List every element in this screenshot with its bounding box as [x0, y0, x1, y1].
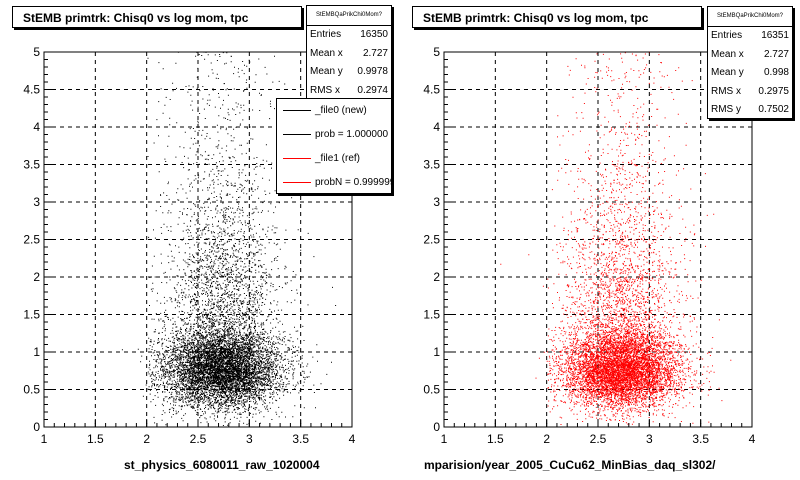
legend-entry: _file0 (new)	[277, 99, 391, 123]
y-tick-label: 2	[433, 270, 440, 284]
legend-swatch	[283, 158, 311, 159]
y-tick-label: 4.5	[23, 83, 40, 97]
x-tick-label: 1.5	[87, 432, 104, 446]
stats-header: StEMBQaPrikChi0Mom?	[708, 7, 792, 27]
stat-row: Mean y 0.9978	[310, 66, 388, 77]
y-tick-label: 4.5	[423, 83, 440, 97]
y-tick-label: 3	[433, 195, 440, 209]
stat-row: Entries 16351	[711, 30, 789, 41]
y-tick-label: 1.5	[23, 308, 40, 322]
y-tick-label: 3	[33, 195, 40, 209]
x-tick-label: 3	[246, 432, 253, 446]
y-tick-label: 4	[433, 120, 440, 134]
right-plot: 1 1.5 2 2.5 3 3.5 4 0 0.5 1 1.5 2 2.5 3 3.5 4 4.5 5	[423, 45, 755, 446]
legend-entry: probN = 0.999999	[277, 171, 391, 193]
legend-swatch	[283, 134, 311, 135]
legend-entry: _file1 (ref)	[277, 147, 391, 171]
y-tick-label: 0	[33, 420, 40, 434]
x-tick-label: 3.5	[292, 432, 309, 446]
y-tick-label: 3.5	[23, 158, 40, 172]
scatter-points	[121, 51, 337, 426]
stat-row: RMS x 0.2974	[310, 84, 388, 96]
stat-row: Mean x 2.727	[310, 47, 388, 59]
x-tick-label: 2.5	[590, 432, 607, 446]
x-tick-label: 2.5	[190, 432, 207, 446]
legend-entry: prob = 1.000000	[277, 123, 391, 147]
y-tick-label: 1	[433, 345, 440, 359]
y-tick-label: 4	[33, 120, 40, 134]
scatter-points	[500, 51, 732, 425]
stat-row: RMS x 0.2975	[711, 85, 789, 97]
y-tick-label: 1	[33, 345, 40, 359]
x-tick-label: 3.5	[692, 432, 709, 446]
right-chart-title: StEMB primtrk: Chisq0 vs log mom, tpc	[412, 6, 702, 28]
stat-row: RMS y 0.7502	[711, 104, 789, 115]
legend-swatch	[283, 182, 311, 183]
left-x-axis-title: st_physics_6080011_raw_1020004	[124, 458, 320, 472]
y-tick-label: 3.5	[423, 158, 440, 172]
x-tick-label: 1	[441, 432, 448, 446]
x-tick-label: 4	[749, 432, 756, 446]
y-tick-label: 2.5	[423, 233, 440, 247]
x-tick-label: 3	[646, 432, 653, 446]
x-tick-label: 1.5	[487, 432, 504, 446]
y-tick-label: 5	[433, 45, 440, 59]
y-tick-label: 2	[33, 270, 40, 284]
stat-row: Mean y 0.998	[711, 67, 789, 78]
stat-row: Entries 16350	[310, 29, 388, 40]
stats-header: StEMBQaPrikChi0Mom?	[307, 6, 391, 26]
legend: _file0 (new) prob = 1.000000 _file1 (ref…	[276, 98, 392, 194]
y-tick-label: 0.5	[423, 383, 440, 397]
y-tick-label: 2.5	[23, 233, 40, 247]
right-x-axis-title: mparision/year_2005_CuCu62_MinBias_daq_s…	[424, 458, 716, 472]
legend-swatch	[283, 110, 311, 111]
y-tick-label: 1.5	[423, 308, 440, 322]
x-tick-label: 2	[143, 432, 150, 446]
stat-row: Mean x 2.727	[711, 48, 789, 60]
y-tick-label: 0	[433, 420, 440, 434]
x-tick-label: 2	[543, 432, 550, 446]
y-tick-label: 5	[33, 45, 40, 59]
x-tick-label: 4	[349, 432, 356, 446]
y-tick-label: 0.5	[23, 383, 40, 397]
left-chart-title: StEMB primtrk: Chisq0 vs log mom, tpc	[12, 6, 302, 28]
x-tick-label: 1	[41, 432, 48, 446]
